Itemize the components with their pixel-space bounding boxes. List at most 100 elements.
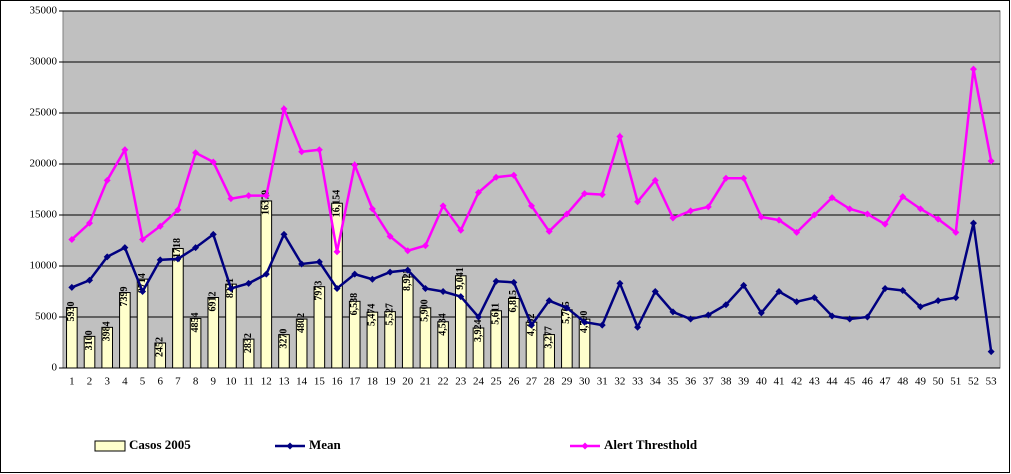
marker <box>881 284 889 292</box>
marker <box>563 304 571 312</box>
marker <box>916 303 924 311</box>
y-tick-label: 15000 <box>30 209 58 221</box>
marker <box>474 189 482 197</box>
x-tick-label: 38 <box>720 376 732 388</box>
marker <box>492 173 500 181</box>
bar <box>260 200 273 369</box>
marker <box>280 105 288 113</box>
marker <box>156 256 164 264</box>
x-tick-label: 33 <box>632 376 644 388</box>
marker <box>651 288 659 295</box>
x-tick-label: 23 <box>455 376 467 388</box>
data-label: 2832 <box>243 333 254 353</box>
data-label: 4,534 <box>437 313 448 336</box>
marker <box>634 323 642 331</box>
x-tick-label: 48 <box>897 376 909 388</box>
data-label: 8,925 <box>402 268 413 291</box>
bar <box>101 326 114 369</box>
x-tick-label: 44 <box>827 376 839 388</box>
bar <box>508 297 520 369</box>
marker <box>969 65 977 73</box>
marker <box>863 313 871 321</box>
data-label: 2452 <box>155 337 166 357</box>
x-tick-label: 45 <box>844 376 856 388</box>
x-tick-label: 40 <box>756 376 768 388</box>
x-tick-label: 12 <box>261 376 272 388</box>
marker <box>916 205 924 213</box>
x-tick-label: 25 <box>491 376 503 388</box>
x-tick-label: 24 <box>473 376 485 388</box>
marker <box>457 226 465 234</box>
y-tick-label: 10000 <box>30 260 58 272</box>
data-label: 7973 <box>314 281 325 301</box>
marker <box>368 205 376 213</box>
x-tick-label: 31 <box>597 376 608 388</box>
marker <box>156 222 164 230</box>
x-tick-label: 2 <box>87 376 93 388</box>
marker <box>404 247 412 255</box>
marker <box>828 312 836 320</box>
x-tick-label: 39 <box>738 376 750 388</box>
marker <box>616 132 624 140</box>
data-label: 8714 <box>137 273 148 293</box>
marker <box>510 171 518 179</box>
marker <box>174 206 182 214</box>
data-label: 11718 <box>172 238 183 262</box>
marker <box>757 309 765 317</box>
x-tick-label: 41 <box>774 376 785 388</box>
x-tick-label: 37 <box>703 376 715 388</box>
x-tick-label: 36 <box>685 376 697 388</box>
data-label: 4802 <box>296 313 307 333</box>
x-tick-label: 35 <box>667 376 679 388</box>
x-tick-label: 27 <box>526 376 538 388</box>
marker <box>846 315 854 323</box>
marker <box>740 281 748 289</box>
marker <box>209 230 217 238</box>
marker <box>404 266 412 274</box>
data-label: 5,527 <box>384 303 395 326</box>
x-tick-label: 13 <box>278 376 290 388</box>
bar <box>543 334 555 369</box>
marker <box>722 301 730 309</box>
bar <box>490 310 502 369</box>
marker <box>846 205 854 213</box>
marker <box>315 258 323 266</box>
x-tick-label: 6 <box>157 376 163 388</box>
data-label: 9,041 <box>455 267 466 290</box>
marker <box>528 202 535 210</box>
bar <box>136 278 149 369</box>
x-tick-label: 8 <box>193 376 199 388</box>
marker <box>651 176 659 184</box>
y-tick-label: 0 <box>52 362 58 374</box>
marker <box>563 210 571 218</box>
marker <box>881 220 889 228</box>
x-tick-label: 14 <box>296 376 308 388</box>
marker <box>581 318 589 326</box>
y-tick-label: 30000 <box>30 56 58 68</box>
x-tick-label: 3 <box>104 376 110 388</box>
x-tick-label: 9 <box>211 376 217 388</box>
marker <box>386 268 394 276</box>
marker <box>510 278 518 286</box>
legend-swatch <box>94 440 126 452</box>
data-label: 7399 <box>119 287 130 307</box>
x-tick-label: 10 <box>225 376 237 388</box>
marker <box>192 149 200 157</box>
marker <box>810 294 818 302</box>
x-tick-label: 46 <box>862 376 874 388</box>
marker <box>262 192 270 200</box>
marker <box>934 297 942 305</box>
data-label: 5,611 <box>490 303 501 325</box>
marker <box>704 203 712 211</box>
x-tick-label: 51 <box>950 376 961 388</box>
y-tick-label: 25000 <box>30 107 58 119</box>
marker <box>987 157 995 165</box>
marker <box>457 293 465 301</box>
marker <box>952 228 960 236</box>
y-tick-label: 20000 <box>30 158 58 170</box>
marker <box>528 321 535 329</box>
data-label: 16379 <box>261 190 272 215</box>
marker <box>209 158 217 166</box>
marker <box>174 255 182 263</box>
